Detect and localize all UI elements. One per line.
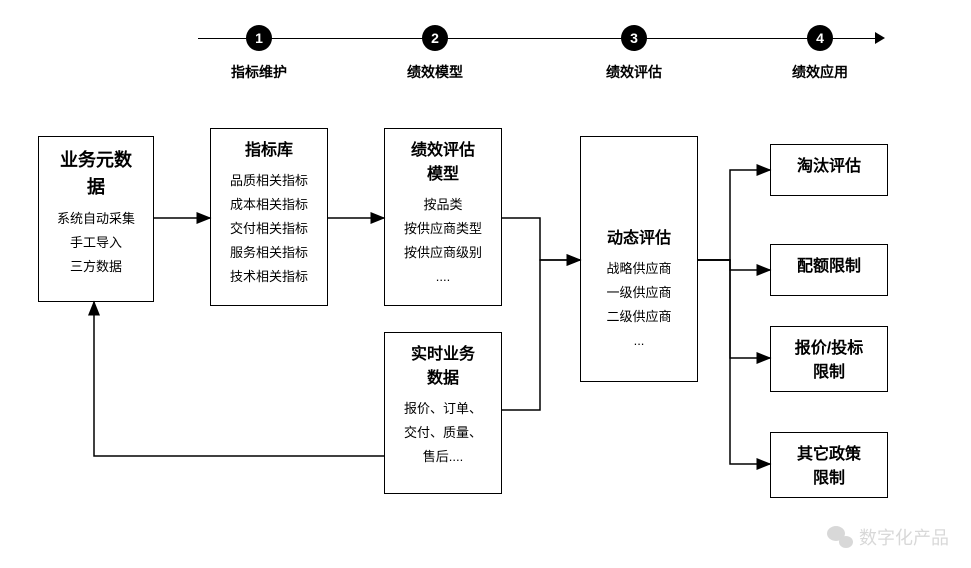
node-item: 一级供应商 [606,281,671,305]
node-title: 配额限制 [797,255,861,279]
node-item: 报价、订单、 [404,397,482,421]
node-item: ... [634,329,645,353]
node-item: .... [436,265,450,289]
timeline-line [198,38,875,39]
step-badge-4: 4 [807,25,833,51]
node-title: 业务元数据 [60,147,132,201]
node-realtime: 实时业务数据报价、订单、交付、质量、售后.... [384,332,502,494]
node-meta: 业务元数据系统自动采集手工导入三方数据 [38,136,154,302]
edge-dyn-to-out4 [698,260,770,464]
node-dynamic: 动态评估战略供应商一级供应商二级供应商... [580,136,698,382]
diagram-canvas: 1 指标维护 2 绩效模型 3 绩效评估 4 绩效应用 业务元数据系统自动采集手工导入三方数据… [0,0,971,568]
node-item: 按供应商类型 [404,217,482,241]
node-item: 按品类 [423,193,462,217]
node-out4: 其它政策限制 [770,432,888,498]
node-item: 手工导入 [70,231,122,255]
node-indicator_lib: 指标库品质相关指标成本相关指标交付相关指标服务相关指标技术相关指标 [210,128,328,306]
node-item: 技术相关指标 [230,265,308,289]
node-title: 其它政策限制 [797,443,861,491]
node-title: 淘汰评估 [797,155,861,179]
node-out2: 配额限制 [770,244,888,296]
step-label-1: 指标维护 [231,62,287,82]
node-item: 品质相关指标 [230,169,308,193]
node-item: 服务相关指标 [230,241,308,265]
edge-realtime-to-dyn [502,260,580,410]
node-title: 绩效评估模型 [411,139,475,187]
node-item: 成本相关指标 [230,193,308,217]
watermark: 数字化产品 [827,524,949,550]
node-item: 交付、质量、 [404,421,482,445]
node-out3: 报价/投标限制 [770,326,888,392]
step-label-2: 绩效模型 [407,62,463,82]
node-item: 系统自动采集 [57,207,135,231]
edge-feedback [94,302,384,456]
node-eval_model: 绩效评估模型按品类按供应商类型按供应商级别.... [384,128,502,306]
step-label-4: 绩效应用 [792,62,848,82]
node-out1: 淘汰评估 [770,144,888,196]
step-badge-2: 2 [422,25,448,51]
node-title: 指标库 [245,139,293,163]
node-title: 报价/投标限制 [795,337,863,385]
edge-model-to-dyn [502,218,580,260]
node-title: 实时业务数据 [411,343,475,391]
edge-dyn-to-out1 [698,170,770,260]
node-item: 二级供应商 [606,305,671,329]
step-badge-3: 3 [621,25,647,51]
timeline-arrowhead [875,32,885,44]
wechat-icon [827,526,853,548]
node-item: 战略供应商 [606,257,671,281]
step-badge-1: 1 [246,25,272,51]
edge-dyn-to-out3 [698,260,770,358]
node-item: 交付相关指标 [230,217,308,241]
edge-dyn-to-out2 [698,260,770,270]
node-item: 按供应商级别 [404,241,482,265]
node-title: 动态评估 [607,227,671,251]
step-label-3: 绩效评估 [606,62,662,82]
node-item: 三方数据 [70,255,122,279]
node-item: 售后.... [423,445,463,469]
watermark-text: 数字化产品 [859,524,949,550]
